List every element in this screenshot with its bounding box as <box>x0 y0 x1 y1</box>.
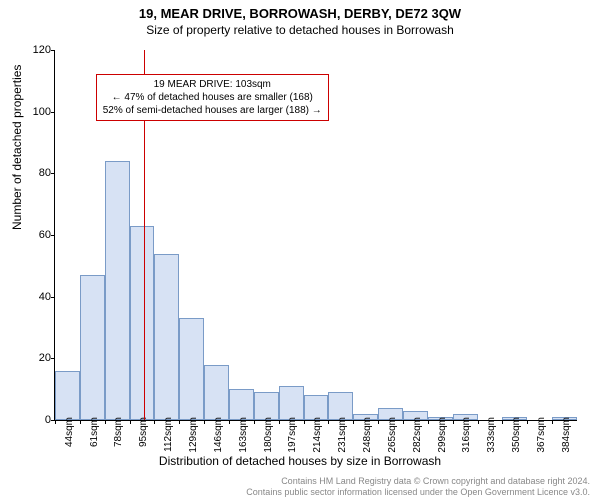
x-tick-mark <box>254 420 255 424</box>
y-tick-label: 0 <box>21 414 51 426</box>
x-tick-label: 384sqm <box>561 417 572 453</box>
x-tick-mark <box>353 420 354 424</box>
x-tick-label: 265sqm <box>387 417 398 453</box>
callout-line3: 52% of semi-detached houses are larger (… <box>103 104 322 117</box>
x-tick-label: 112sqm <box>163 417 174 452</box>
x-tick-mark <box>229 420 230 424</box>
x-tick-mark <box>105 420 106 424</box>
x-tick-mark <box>403 420 404 424</box>
x-tick-label: 248sqm <box>362 417 373 453</box>
footer-line1: Contains HM Land Registry data © Crown c… <box>246 476 590 487</box>
histogram-bar <box>130 226 155 420</box>
chart-area: 02040608010012044sqm61sqm78sqm95sqm112sq… <box>54 50 576 420</box>
x-tick-label: 78sqm <box>113 417 124 447</box>
y-axis-label: Number of detached properties <box>10 65 24 230</box>
x-tick-label: 350sqm <box>511 417 522 453</box>
x-tick-mark <box>279 420 280 424</box>
x-tick-mark <box>179 420 180 424</box>
y-tick-mark <box>51 358 55 359</box>
y-tick-mark <box>51 173 55 174</box>
histogram-bar <box>279 386 304 420</box>
y-tick-mark <box>51 235 55 236</box>
x-tick-mark <box>502 420 503 424</box>
x-tick-label: 231sqm <box>337 417 348 453</box>
x-tick-label: 61sqm <box>89 417 100 447</box>
x-tick-label: 197sqm <box>287 417 298 453</box>
histogram-bar <box>80 275 105 420</box>
x-tick-label: 95sqm <box>138 417 149 447</box>
x-tick-mark <box>453 420 454 424</box>
histogram-bar <box>328 392 353 420</box>
x-tick-label: 367sqm <box>536 417 547 453</box>
y-tick-mark <box>51 112 55 113</box>
x-tick-mark <box>154 420 155 424</box>
y-tick-label: 120 <box>21 44 51 56</box>
histogram-bar <box>254 392 279 420</box>
x-tick-mark <box>428 420 429 424</box>
y-tick-label: 20 <box>21 352 51 364</box>
x-tick-mark <box>527 420 528 424</box>
x-tick-mark <box>328 420 329 424</box>
histogram-bar <box>154 254 179 421</box>
x-tick-label: 333sqm <box>486 417 497 453</box>
x-tick-label: 316sqm <box>461 417 472 453</box>
callout-line1: 19 MEAR DRIVE: 103sqm <box>103 78 322 91</box>
chart-title-main: 19, MEAR DRIVE, BORROWASH, DERBY, DE72 3… <box>0 0 600 21</box>
x-tick-label: 299sqm <box>437 417 448 453</box>
x-tick-mark <box>130 420 131 424</box>
chart-title-sub: Size of property relative to detached ho… <box>0 21 600 37</box>
histogram-bar <box>179 318 204 420</box>
x-tick-mark <box>552 420 553 424</box>
y-tick-label: 40 <box>21 291 51 303</box>
histogram-bar <box>55 371 80 420</box>
x-tick-mark <box>80 420 81 424</box>
x-tick-mark <box>55 420 56 424</box>
x-tick-label: 282sqm <box>412 417 423 453</box>
x-tick-mark <box>378 420 379 424</box>
footer-line2: Contains public sector information licen… <box>246 487 590 498</box>
footer-attribution: Contains HM Land Registry data © Crown c… <box>246 476 590 498</box>
callout-box: 19 MEAR DRIVE: 103sqm ← 47% of detached … <box>96 74 329 121</box>
y-tick-label: 60 <box>21 229 51 241</box>
x-tick-label: 163sqm <box>238 417 249 453</box>
chart-container: 19, MEAR DRIVE, BORROWASH, DERBY, DE72 3… <box>0 0 600 500</box>
x-tick-label: 129sqm <box>188 417 199 453</box>
y-tick-mark <box>51 297 55 298</box>
x-tick-label: 180sqm <box>263 417 274 453</box>
x-tick-label: 146sqm <box>213 417 224 453</box>
histogram-bar <box>229 389 254 420</box>
y-tick-label: 80 <box>21 167 51 179</box>
x-axis-label: Distribution of detached houses by size … <box>0 454 600 468</box>
callout-line2: ← 47% of detached houses are smaller (16… <box>103 91 322 104</box>
x-tick-label: 44sqm <box>64 417 75 447</box>
y-tick-mark <box>51 50 55 51</box>
x-tick-mark <box>204 420 205 424</box>
y-tick-label: 100 <box>21 106 51 118</box>
histogram-bar <box>105 161 130 420</box>
x-tick-mark <box>304 420 305 424</box>
histogram-bar <box>204 365 229 421</box>
x-tick-label: 214sqm <box>312 417 323 453</box>
x-tick-mark <box>478 420 479 424</box>
